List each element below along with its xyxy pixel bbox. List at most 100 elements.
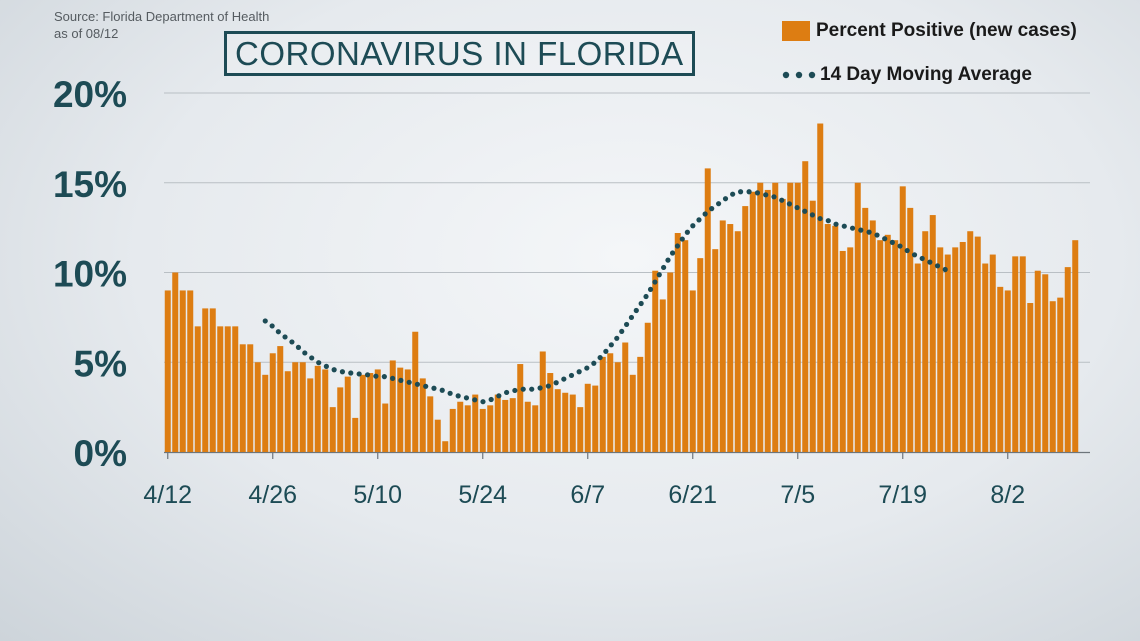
moving-average-dot	[480, 399, 486, 405]
moving-average-dot	[897, 243, 903, 249]
moving-average-dot	[833, 221, 839, 227]
bar	[239, 344, 246, 452]
bar	[1072, 240, 1079, 452]
x-tick-label: 7/19	[878, 481, 927, 509]
bar	[749, 191, 756, 453]
bar	[344, 376, 351, 452]
moving-average-dot	[702, 211, 708, 217]
moving-average-dot	[643, 293, 649, 300]
moving-average-dot	[282, 334, 288, 340]
x-tick-label: 5/10	[353, 481, 402, 509]
moving-average-dot	[927, 259, 933, 265]
moving-average-dot	[794, 204, 800, 211]
moving-average-dot	[323, 363, 329, 369]
bar	[457, 401, 464, 452]
bar	[944, 254, 951, 452]
moving-average-dot	[262, 318, 268, 324]
bar	[509, 398, 516, 452]
bar	[494, 394, 501, 452]
y-tick-label: 5%	[74, 343, 127, 384]
moving-average-dot	[309, 355, 315, 361]
bar	[854, 182, 861, 452]
bar	[974, 236, 981, 452]
bar	[254, 362, 261, 452]
bar	[592, 385, 599, 452]
moving-average-dot	[584, 365, 590, 371]
bar	[524, 401, 531, 452]
bar	[832, 225, 839, 452]
bar	[449, 408, 456, 452]
moving-average-dot	[866, 229, 872, 235]
bar	[247, 344, 254, 452]
bar	[967, 231, 974, 452]
moving-average-series	[262, 189, 948, 405]
moving-average-dot	[504, 389, 510, 396]
moving-average-dot	[619, 328, 625, 335]
moving-average-dot	[669, 250, 676, 256]
bar	[847, 247, 854, 452]
x-tick-label: 8/2	[990, 481, 1025, 509]
bar	[787, 182, 794, 452]
moving-average-dot	[545, 383, 551, 389]
moving-average-dot	[763, 192, 769, 198]
moving-average-dot	[841, 223, 847, 229]
bar	[412, 331, 419, 452]
moving-average-dot	[576, 369, 582, 375]
moving-average-dot	[809, 212, 816, 218]
moving-average-dot	[716, 201, 722, 207]
moving-average-dot	[339, 369, 346, 375]
moving-average-dot	[488, 396, 494, 403]
bar	[389, 360, 396, 452]
bar	[472, 394, 479, 452]
moving-average-dot	[633, 307, 639, 314]
moving-average-dot	[423, 383, 429, 389]
bar	[1012, 256, 1019, 452]
legend-label-moving-average: 14 Day Moving Average	[820, 64, 1032, 85]
moving-average-dot	[628, 314, 635, 321]
bar	[382, 403, 389, 452]
bar	[434, 419, 441, 452]
bar	[727, 224, 734, 452]
bar	[352, 417, 359, 452]
moving-average-dot	[373, 373, 379, 379]
moving-average-dot	[568, 372, 575, 379]
moving-average-dot	[356, 371, 362, 377]
moving-average-dot	[674, 243, 681, 249]
bar	[539, 351, 546, 452]
bar	[689, 290, 696, 452]
bar	[374, 369, 381, 452]
bar	[202, 308, 209, 452]
moving-average-dot	[439, 387, 445, 393]
moving-average-dot	[904, 247, 910, 254]
moving-average-dot	[647, 286, 654, 292]
moving-average-dot	[889, 239, 895, 245]
bar	[404, 369, 411, 452]
legend-item-moving-average: 14 Day Moving Average	[782, 60, 1077, 90]
bar	[899, 186, 906, 452]
bar	[599, 356, 606, 452]
moving-average-dot	[665, 257, 671, 263]
bar	[824, 224, 831, 452]
moving-average-dot	[431, 385, 437, 391]
moving-average-dot	[934, 263, 941, 269]
moving-average-dot	[553, 380, 559, 386]
bar	[367, 373, 374, 452]
bar	[839, 250, 846, 452]
bar	[307, 378, 314, 452]
bar	[427, 396, 434, 452]
moving-average-dot	[289, 339, 295, 345]
moving-average-dot	[786, 201, 793, 207]
bar	[1057, 297, 1064, 452]
bar	[1004, 290, 1011, 452]
bar	[419, 378, 426, 452]
bar	[877, 240, 884, 452]
moving-average-dot	[496, 393, 502, 399]
moving-average-dot	[603, 348, 609, 354]
moving-average-dot	[638, 300, 644, 307]
moving-average-dot	[919, 255, 925, 262]
moving-average-dot	[520, 386, 526, 392]
moving-average-dot	[825, 218, 831, 224]
source-line: Source: Florida Department of Health	[54, 9, 270, 24]
bar	[359, 374, 366, 452]
bar	[1034, 270, 1041, 452]
